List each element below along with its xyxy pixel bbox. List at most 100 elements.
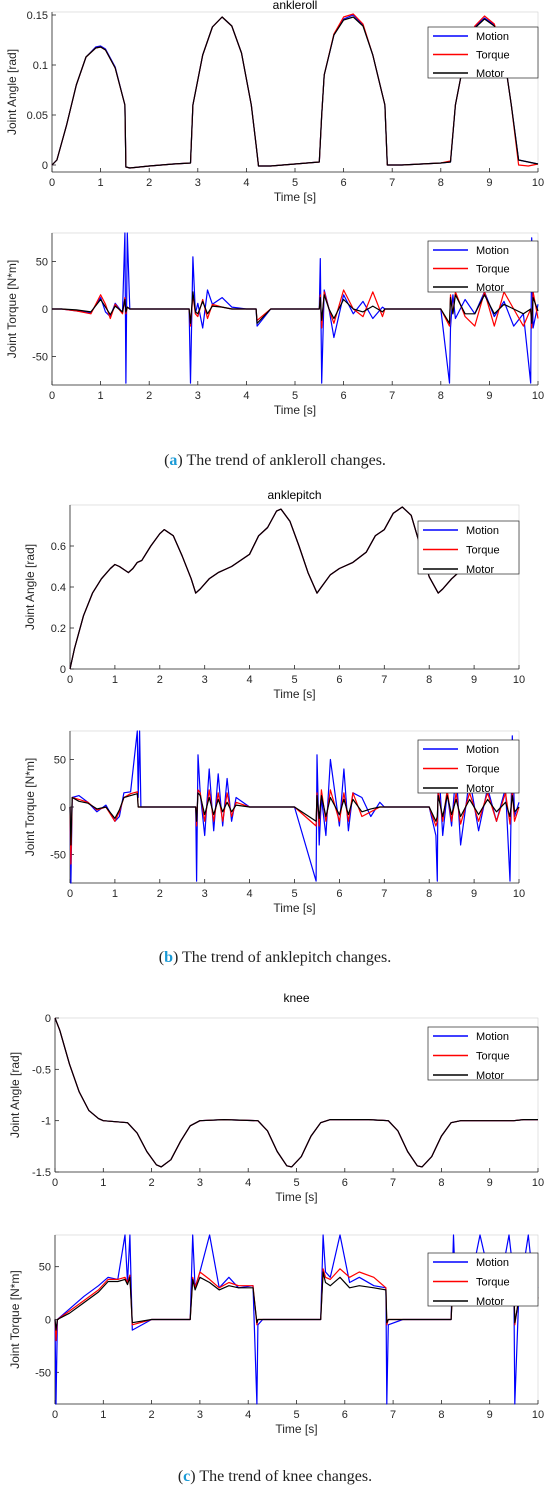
plot2-legend-label-torque: Torque <box>476 264 510 276</box>
plot3-xtick-label-5: 5 <box>291 674 297 686</box>
plot4-xtick-label-1: 1 <box>112 888 118 900</box>
caption-c-letter: c <box>183 1468 191 1485</box>
plot3-legend-label-motion: Motion <box>466 525 499 537</box>
plot3-ytick-label-0: 0 <box>60 664 66 676</box>
plot6-xtick-label-7: 7 <box>390 1409 396 1421</box>
plot4-xlabel: Time [s] <box>273 901 315 915</box>
plot6-xtick-label-8: 8 <box>438 1409 444 1421</box>
plot1-xtick-label-1: 1 <box>98 177 104 189</box>
plot2-xtick-label-8: 8 <box>438 390 444 402</box>
caption-b-letter: b <box>164 949 173 966</box>
plot4-series-torque <box>69 789 520 865</box>
plot5-series-motor <box>54 1017 538 1168</box>
plot5-ytick-label-0: -1.5 <box>32 1167 51 1179</box>
plot1-ytick-label-1: 0.05 <box>27 110 48 122</box>
plot2-ylabel: Joint Torque [N*m] <box>5 260 19 359</box>
plot2-xtick-label-9: 9 <box>486 390 492 402</box>
plot1-ylabel: Joint Angle [rad] <box>5 49 19 135</box>
caption-b-close: ) <box>172 949 179 966</box>
caption-b-open: ( <box>158 949 165 966</box>
plot2-xtick-label-7: 7 <box>389 390 395 402</box>
plot3-series-motor <box>69 506 519 670</box>
plot3-xtick-label-10: 10 <box>513 674 525 686</box>
plot3-xtick-label-2: 2 <box>157 674 163 686</box>
plot5-legend-label-motion: Motion <box>476 1031 509 1043</box>
plot6-xtick-label-1: 1 <box>100 1409 106 1421</box>
plot4-ytick-label-1: 0 <box>60 802 66 814</box>
plot3-ytick-label-2: 0.4 <box>51 582 66 594</box>
caption-a-letter: a <box>169 452 178 469</box>
plot3-ylabel: Joint Angle [rad] <box>23 544 37 630</box>
plot3-xtick-label-4: 4 <box>247 674 253 686</box>
plot6-ytick-label-0: -50 <box>35 1367 51 1379</box>
plot1-xlabel: Time [s] <box>274 190 316 204</box>
plot1-xtick-label-5: 5 <box>292 177 298 189</box>
plot6-xtick-label-10: 10 <box>532 1409 544 1421</box>
caption-c-open: ( <box>177 1468 184 1485</box>
plot1-xtick-label-2: 2 <box>146 177 152 189</box>
plot2-xtick-label-10: 10 <box>532 390 544 402</box>
plot2-xtick-label-2: 2 <box>146 390 152 402</box>
plot2-ytick-label-1: 0 <box>42 304 48 316</box>
plot5-xtick-label-3: 3 <box>197 1177 203 1189</box>
plot5-xlabel: Time [s] <box>275 1190 317 1204</box>
plot6-xtick-label-0: 0 <box>52 1409 58 1421</box>
plot6-legend-label-motor: Motor <box>476 1296 504 1308</box>
plot2-series-motor <box>52 291 539 324</box>
plot4-xtick-label-7: 7 <box>381 888 387 900</box>
plot2-xtick-label-3: 3 <box>195 390 201 402</box>
plot1-xtick-label-6: 6 <box>341 177 347 189</box>
plot5-title: knee <box>283 991 309 1005</box>
caption-a-close: ) <box>177 452 183 469</box>
plot4-series-motor <box>69 792 520 846</box>
plot1-title: ankleroll <box>273 0 318 12</box>
plot6-xtick-label-6: 6 <box>342 1409 348 1421</box>
plot4-ytick-label-0: -50 <box>50 850 66 862</box>
plot3-xtick-label-7: 7 <box>381 674 387 686</box>
plot5-xtick-label-10: 10 <box>532 1177 544 1189</box>
plot2-legend-label-motion: Motion <box>476 245 509 257</box>
plot4-xtick-label-4: 4 <box>247 888 253 900</box>
plot3-xtick-label-0: 0 <box>67 674 73 686</box>
plot6-xtick-label-2: 2 <box>149 1409 155 1421</box>
plot4-legend-label-motor: Motor <box>466 783 494 795</box>
plot3-legend-label-torque: Torque <box>466 545 500 557</box>
plot3-xtick-label-8: 8 <box>426 674 432 686</box>
plot6-xtick-label-4: 4 <box>245 1409 251 1421</box>
plot1-ytick-label-2: 0.1 <box>33 60 48 72</box>
plot6-xtick-label-5: 5 <box>293 1409 299 1421</box>
plot3-xtick-label-3: 3 <box>202 674 208 686</box>
plot4-xtick-label-3: 3 <box>202 888 208 900</box>
caption-c: (c) The trend of knee changes. <box>0 1468 550 1486</box>
caption-c-close: ) <box>190 1468 196 1485</box>
plot1-xtick-label-10: 10 <box>532 177 544 189</box>
caption-a: (a) The trend of ankleroll changes. <box>0 452 550 470</box>
plot6-ytick-label-1: 0 <box>45 1315 51 1327</box>
plot5-xtick-label-7: 7 <box>390 1177 396 1189</box>
plot3-ytick-label-3: 0.6 <box>51 541 66 553</box>
plot6-legend-label-torque: Torque <box>476 1277 510 1289</box>
plot5-xtick-label-9: 9 <box>487 1177 493 1189</box>
plot6-xlabel: Time [s] <box>275 1422 317 1436</box>
plot4-xtick-label-5: 5 <box>291 888 297 900</box>
plot2-xtick-label-1: 1 <box>98 390 104 402</box>
plot2-ytick-label-0: -50 <box>32 352 48 364</box>
plot2-xtick-label-5: 5 <box>292 390 298 402</box>
plot2-xtick-label-4: 4 <box>243 390 249 402</box>
plot4-xtick-label-2: 2 <box>157 888 163 900</box>
plot1-xtick-label-7: 7 <box>389 177 395 189</box>
plot1-xtick-label-0: 0 <box>49 177 55 189</box>
plot2-legend-label-motor: Motor <box>476 282 504 294</box>
caption-a-text: The trend of ankleroll changes. <box>182 452 386 469</box>
plot5-xtick-label-0: 0 <box>52 1177 58 1189</box>
plot6-legend-label-motion: Motion <box>476 1257 509 1269</box>
plot4-xtick-label-9: 9 <box>471 888 477 900</box>
plot5-ytick-label-1: -1 <box>41 1116 51 1128</box>
plot4-ytick-label-2: 50 <box>54 755 66 767</box>
plot6-ytick-label-2: 50 <box>39 1262 51 1274</box>
caption-b: (b) The trend of anklepitch changes. <box>0 949 550 967</box>
plot1-xtick-label-3: 3 <box>195 177 201 189</box>
caption-b-text: The trend of anklepitch changes. <box>178 949 392 966</box>
plot5-ytick-label-2: -0.5 <box>32 1064 51 1076</box>
